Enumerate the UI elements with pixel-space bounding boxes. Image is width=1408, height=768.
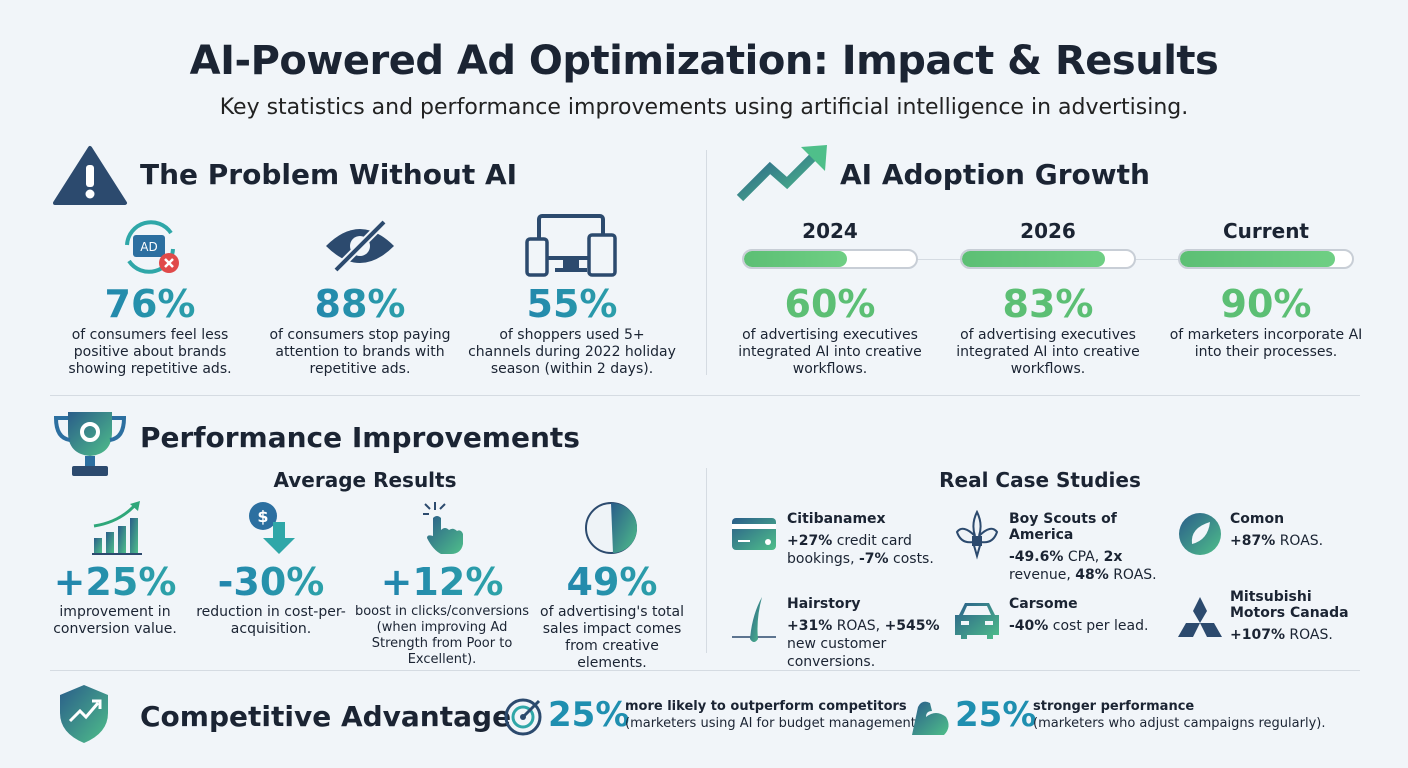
advantage-value: 25%	[955, 695, 1037, 735]
avg-text: improvement in conversion value.	[53, 604, 177, 637]
stat-value: 88%	[280, 282, 440, 326]
case-studies-title: Real Case Studies	[939, 468, 1141, 492]
case-study-comon: Comon +87% ROAS.	[1230, 511, 1390, 550]
advantage-text: (marketers using AI for budget managemen…	[625, 716, 926, 731]
adoption-text: of advertising executives integrated AI …	[738, 327, 922, 377]
muscle-arm-icon	[912, 701, 949, 735]
adoption-progress-bar	[960, 249, 1136, 269]
progress-fill	[962, 251, 1105, 267]
page-title: AI-Powered Ad Optimization: Impact & Res…	[189, 38, 1219, 84]
case-name: Comon	[1230, 511, 1285, 527]
credit-card-icon	[732, 518, 776, 550]
fleur-de-lis-icon	[955, 510, 999, 560]
warning-icon	[53, 146, 127, 205]
adoption-text: of advertising executives integrated AI …	[956, 327, 1140, 377]
hair-strand-icon	[732, 597, 776, 642]
pie-half-icon	[585, 502, 638, 554]
advantage-title: Competitive Advantage	[140, 700, 512, 733]
case-study-hairstory: Hairstory +31% ROAS, +545% new customer c…	[787, 596, 957, 671]
avg-text: reduction in cost-per-acquisition.	[196, 604, 346, 637]
avg-text: boost in clicks/conversions (when improv…	[354, 604, 530, 667]
average-results-title: Average Results	[273, 468, 457, 492]
click-hand-icon	[423, 502, 463, 554]
advantage-text: (marketers who adjust campaigns regularl…	[1033, 716, 1326, 731]
case-study-carsome: Carsome -40% cost per lead.	[1009, 596, 1169, 635]
devices-icon	[525, 214, 617, 277]
problem-title: The Problem Without AI	[140, 158, 518, 191]
avg-value: +12%	[367, 560, 517, 604]
case-study-mitsubishi-motors-canada: Mitsubishi Motors Canada +107% ROAS.	[1230, 589, 1390, 644]
avg-text: of advertising's total sales impact come…	[540, 604, 684, 671]
case-name: Mitsubishi Motors Canada	[1230, 589, 1349, 621]
progress-fill	[1180, 251, 1335, 267]
progress-fill	[744, 251, 848, 267]
advantage-value: 25%	[548, 695, 630, 735]
case-name: Citibanamex	[787, 511, 886, 527]
adoption-label: 2024	[802, 219, 858, 243]
divider	[50, 395, 1360, 396]
page-subtitle: Key statistics and performance improveme…	[219, 95, 1189, 120]
dollar-down-icon: $	[249, 502, 295, 554]
adoption-label: Current	[1222, 219, 1309, 243]
mitsubishi-logo-icon	[1178, 597, 1222, 637]
stat-value: 55%	[492, 282, 652, 326]
case-result: -49.6% CPA, 2x revenue, 48% ROAS.	[1009, 549, 1157, 583]
case-study-boy-scouts-of-america: Boy Scouts of America -49.6% CPA, 2x reve…	[1009, 511, 1169, 584]
trophy-gear-icon	[53, 412, 127, 476]
adoption-value: 83%	[1002, 282, 1094, 326]
advantage-headline: more likely to outperform competitors	[625, 699, 907, 714]
case-name: Carsome	[1009, 596, 1078, 612]
shield-trend-icon	[60, 685, 108, 743]
divider	[706, 150, 707, 375]
car-icon	[955, 603, 999, 639]
svg-text:AD: AD	[140, 240, 157, 254]
adoption-progress-bar	[742, 249, 918, 269]
avg-value: 49%	[537, 560, 687, 604]
trend-arrow-icon	[736, 145, 827, 202]
eye-slash-icon	[326, 219, 394, 273]
case-result: +87% ROAS.	[1230, 533, 1324, 549]
ad-repeat-icon: AD	[125, 220, 179, 274]
stat-text: of shoppers used 5+ channels during 2022…	[468, 327, 676, 377]
avg-value: -30%	[196, 560, 346, 604]
stat-text: of consumers feel less positive about br…	[68, 327, 232, 377]
advantage-headline: stronger performance	[1033, 699, 1195, 714]
bar-chart-up-icon	[92, 501, 142, 555]
case-study-citibanamex: Citibanamex +27% credit card bookings, -7…	[787, 511, 947, 568]
adoption-label: 2026	[1020, 219, 1076, 243]
adoption-title: AI Adoption Growth	[840, 158, 1150, 191]
divider	[706, 468, 707, 653]
avg-value: +25%	[40, 560, 190, 604]
stat-value: 76%	[70, 282, 230, 326]
divider	[50, 670, 1360, 671]
case-name: Boy Scouts of America	[1009, 511, 1117, 543]
performance-title: Performance Improvements	[140, 421, 580, 454]
target-icon	[504, 698, 542, 736]
adoption-text: of marketers incorporate AI into their p…	[1169, 327, 1363, 360]
svg-text:$: $	[257, 507, 268, 526]
stat-text: of consumers stop paying attention to br…	[269, 327, 451, 377]
case-result: +31% ROAS, +545% new customer conversion…	[787, 618, 940, 670]
case-result: +27% credit card bookings, -7% costs.	[787, 533, 934, 567]
adoption-value: 90%	[1220, 282, 1312, 326]
adoption-value: 60%	[784, 282, 876, 326]
case-name: Hairstory	[787, 596, 861, 612]
case-result: +107% ROAS.	[1230, 627, 1333, 643]
adoption-progress-bar	[1178, 249, 1354, 269]
case-result: -40% cost per lead.	[1009, 618, 1149, 634]
leaf-circle-icon	[1179, 513, 1221, 555]
